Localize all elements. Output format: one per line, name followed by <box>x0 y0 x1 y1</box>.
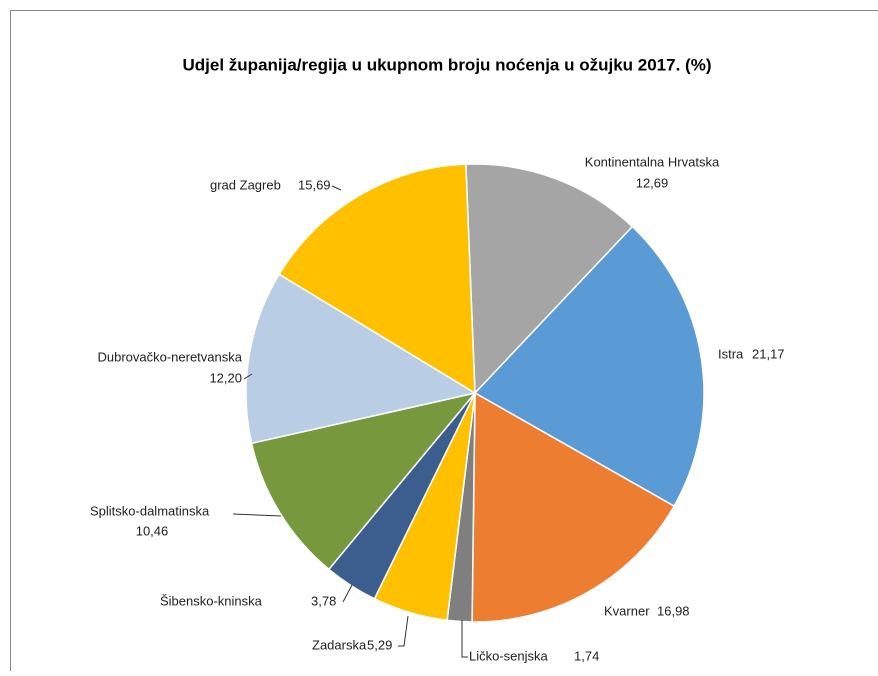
slice-value: 5,29 <box>367 637 392 652</box>
slice-value: 15,69 <box>298 177 331 192</box>
slice-value: 21,17 <box>752 346 785 361</box>
slice-label: Zadarska <box>312 637 367 652</box>
slice-label: Istra <box>718 346 744 361</box>
slice-value: 1,74 <box>574 648 599 663</box>
pie <box>246 164 704 622</box>
slice-value: 10,46 <box>136 523 169 538</box>
slice-label: Splitsko-dalmatinska <box>90 503 210 518</box>
slice-label: Kvarner <box>604 603 650 618</box>
slice-label: Šibensko-kninska <box>160 593 263 608</box>
slice-label: Ličko-senjska <box>469 648 549 663</box>
slice-value: 16,98 <box>657 603 690 618</box>
slice-value: 12,20 <box>209 370 242 385</box>
slice-label: Kontinentalna Hrvatska <box>585 154 720 169</box>
slice-value: 3,78 <box>311 593 336 608</box>
slice-label: Dubrovačko-neretvanska <box>97 349 242 364</box>
slice-value: 12,69 <box>636 175 669 190</box>
slice-label: grad Zagreb <box>210 177 281 192</box>
chart-title: Udjel županija/regija u ukupnom broju no… <box>183 55 712 74</box>
